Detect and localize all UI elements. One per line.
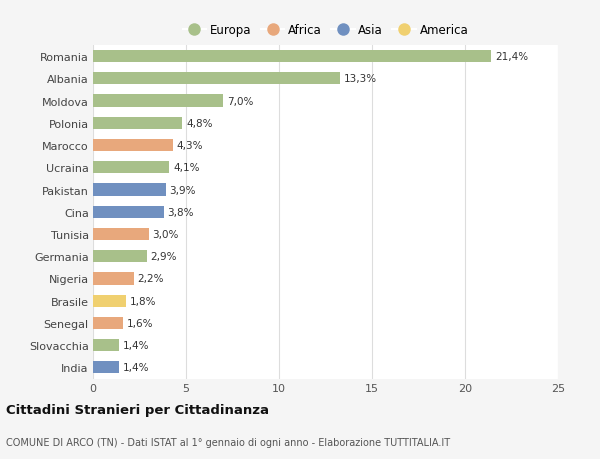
Text: 21,4%: 21,4% [495, 52, 528, 62]
Bar [93, 73, 340, 85]
Bar [93, 339, 119, 352]
Text: 2,2%: 2,2% [137, 274, 164, 284]
Text: COMUNE DI ARCO (TN) - Dati ISTAT al 1° gennaio di ogni anno - Elaborazione TUTTI: COMUNE DI ARCO (TN) - Dati ISTAT al 1° g… [6, 437, 450, 447]
Text: 4,1%: 4,1% [173, 163, 199, 173]
Text: 1,4%: 1,4% [123, 341, 149, 350]
Bar [93, 206, 164, 218]
Text: 1,4%: 1,4% [123, 363, 149, 373]
Bar [93, 140, 173, 152]
Bar [93, 184, 166, 196]
Text: 4,8%: 4,8% [186, 118, 212, 129]
Text: 2,9%: 2,9% [151, 252, 177, 262]
Bar [93, 162, 169, 174]
Bar [93, 229, 149, 241]
Legend: Europa, Africa, Asia, America: Europa, Africa, Asia, America [180, 22, 471, 39]
Bar [93, 362, 119, 374]
Text: 3,0%: 3,0% [152, 230, 179, 240]
Text: 3,9%: 3,9% [169, 185, 196, 195]
Text: 1,8%: 1,8% [130, 296, 157, 306]
Text: 13,3%: 13,3% [344, 74, 377, 84]
Text: 7,0%: 7,0% [227, 96, 253, 106]
Bar [93, 251, 147, 263]
Bar [93, 273, 134, 285]
Bar [93, 95, 223, 107]
Text: 3,8%: 3,8% [167, 207, 194, 217]
Bar [93, 118, 182, 129]
Bar [93, 51, 491, 63]
Bar [93, 295, 127, 307]
Bar [93, 317, 123, 329]
Text: Cittadini Stranieri per Cittadinanza: Cittadini Stranieri per Cittadinanza [6, 403, 269, 416]
Text: 1,6%: 1,6% [127, 318, 153, 328]
Text: 4,3%: 4,3% [176, 141, 203, 151]
